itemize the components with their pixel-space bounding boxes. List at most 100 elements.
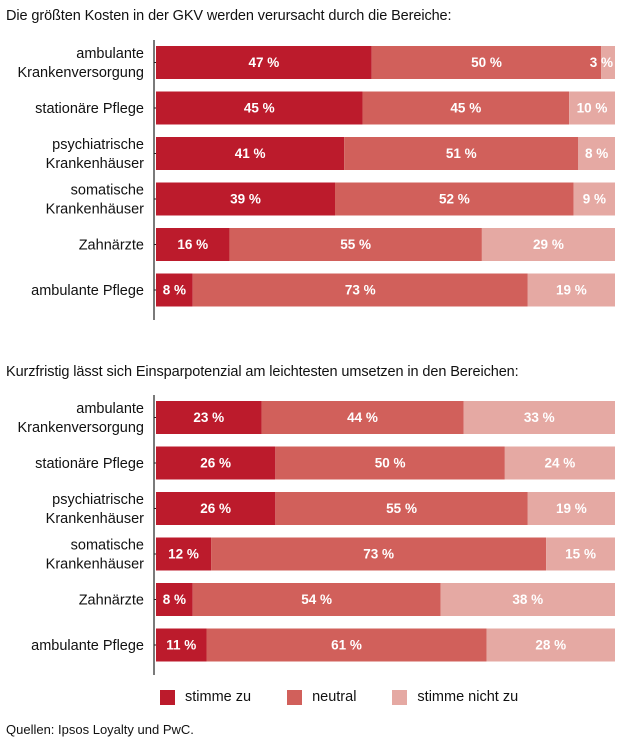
chart1-bar-stimme-zu [156,137,345,170]
chart1-bar-stimme-zu [156,228,230,261]
chart1-category-label: Krankenhäuser [46,156,145,172]
chart2-title: Kurzfristig lässt sich Einsparpotenzial … [6,364,519,380]
chart1-data-label: 51 % [446,146,477,161]
chart2-data-label: 23 % [193,410,224,425]
chart1-data-label: 9 % [583,192,606,207]
chart1-category-label: ambulante Pflege [31,283,144,299]
chart1-bar-stimme-nicht-zu [481,228,615,261]
chart1-bar-neutral [229,228,482,261]
chart2-bar-neutral [261,401,464,434]
chart2-bar-stimme-nicht-zu [440,583,615,616]
chart2-data-label: 26 % [200,501,231,516]
chart2-data-label: 11 % [166,638,196,653]
chart2-bar-stimme-nicht-zu [546,537,615,571]
legend: stimme zu neutral stimme nicht zu [160,686,554,708]
chart1-bar-neutral [335,182,574,216]
chart2-bar-stimme-zu [156,537,212,571]
chart2-category-label: ambulante Pflege [31,638,144,654]
chart1-plot: ambulante Krankenversorgung 47 % 50 % 3 % sta… [17,40,615,320]
chart2-bar-stimme-nicht-zu [463,401,615,434]
chart2-category-label: psychiatrische [52,492,144,508]
legend-swatch-stimme-zu [160,689,175,705]
chart1-data-label: 45 % [244,101,275,116]
chart1-data-label: 45 % [450,101,481,116]
chart2-data-label: 19 % [556,501,587,516]
chart1-bar-neutral [371,46,602,79]
chart1-data-label: 47 % [248,55,279,70]
chart1-bar-neutral [362,91,570,125]
chart2-data-label: 73 % [363,547,394,562]
chart1-data-label: 3 % [590,55,613,70]
chart2-bar-neutral [275,492,528,525]
chart2-category-label: somatische [71,538,144,554]
legend-label-neutral: neutral [312,689,357,705]
chart2-bar-stimme-nicht-zu [527,492,615,525]
chart2-bar-neutral [211,537,547,571]
chart1-bar-neutral [344,137,579,170]
chart2-data-label: 44 % [347,410,378,425]
chart1-bar-neutral [192,273,528,307]
chart2-category-label: Krankenhäuser [46,511,145,527]
chart2-data-label: 38 % [512,592,543,607]
chart1-data-label: 52 % [439,192,470,207]
chart2-data-label: 8 % [163,592,186,607]
chart1-data-label: 41 % [235,146,266,161]
chart2-bar-neutral [206,628,487,662]
chart1-category-label: Krankenversorgung [17,65,144,81]
chart2-plot: ambulante Krankenversorgung 23 % 44 % 33 % st… [17,395,615,675]
chart2-data-label: 15 % [565,547,596,562]
chart2-bar-stimme-nicht-zu [504,446,615,480]
chart2-category-label: Krankenversorgung [17,420,144,436]
chart1-data-label: 8 % [163,283,186,298]
chart1-data-label: 55 % [340,237,371,252]
chart2-category-label: ambulante [76,401,144,417]
chart1-data-label: 19 % [556,283,587,298]
chart1-data-label: 39 % [230,192,261,207]
chart2-data-label: 28 % [535,638,566,653]
chart1-data-label: 50 % [471,55,502,70]
chart2-category-label: stationäre Pflege [35,456,144,472]
chart2-data-label: 33 % [524,410,555,425]
chart1-data-label: 8 % [585,146,608,161]
chart1-category-label: Zahnärzte [79,238,144,254]
chart2-category-label: Krankenhäuser [46,557,145,573]
chart1-bar-stimme-nicht-zu [573,182,615,216]
chart1-bar-stimme-nicht-zu [601,46,615,79]
chart1-data-label: 16 % [177,237,208,252]
legend-item-stimme-nicht-zu: stimme nicht zu [392,689,518,705]
chart2-data-label: 54 % [301,592,332,607]
chart1-bar-stimme-nicht-zu [569,91,615,125]
chart2-bar-neutral [192,583,441,616]
chart1-category-label: somatische [71,183,144,199]
chart1-title: Die größten Kosten in der GKV werden ver… [6,8,452,24]
chart1-bar-stimme-nicht-zu [578,137,615,170]
chart2-category-label: Zahnärzte [79,593,144,609]
chart1-category-label: stationäre Pflege [35,101,144,117]
chart1-bar-stimme-zu [156,182,336,216]
legend-item-stimme-zu: stimme zu [160,689,251,705]
chart1-bar-stimme-zu [156,273,193,307]
chart1-bar-stimme-zu [156,91,363,125]
chart2-bar-stimme-zu [156,492,276,525]
chart1-category-label: psychiatrische [52,137,144,153]
chart2-data-label: 24 % [545,456,576,471]
chart1-data-label: 29 % [533,237,564,252]
chart2-data-label: 55 % [386,501,417,516]
legend-swatch-neutral [287,689,303,705]
chart2-bar-stimme-zu [156,628,207,662]
chart2-bar-stimme-nicht-zu [486,628,615,662]
chart2-data-label: 26 % [200,456,231,471]
chart1-bar-stimme-nicht-zu [527,273,615,307]
chart2-bar-stimme-zu [156,401,262,434]
chart1-category-label: ambulante [76,46,144,62]
legend-label-stimme-nicht-zu: stimme nicht zu [417,689,519,705]
legend-item-neutral: neutral [287,689,356,705]
chart2-bar-neutral [275,446,505,480]
legend-label-stimme-zu: stimme zu [185,689,252,705]
chart2-data-label: 12 % [168,547,199,562]
chart1-bar-stimme-zu [156,46,372,79]
chart1-data-label: 10 % [577,101,608,116]
chart2-data-label: 61 % [331,638,362,653]
chart1-data-label: 73 % [345,283,376,298]
chart2-data-label: 50 % [375,456,406,471]
